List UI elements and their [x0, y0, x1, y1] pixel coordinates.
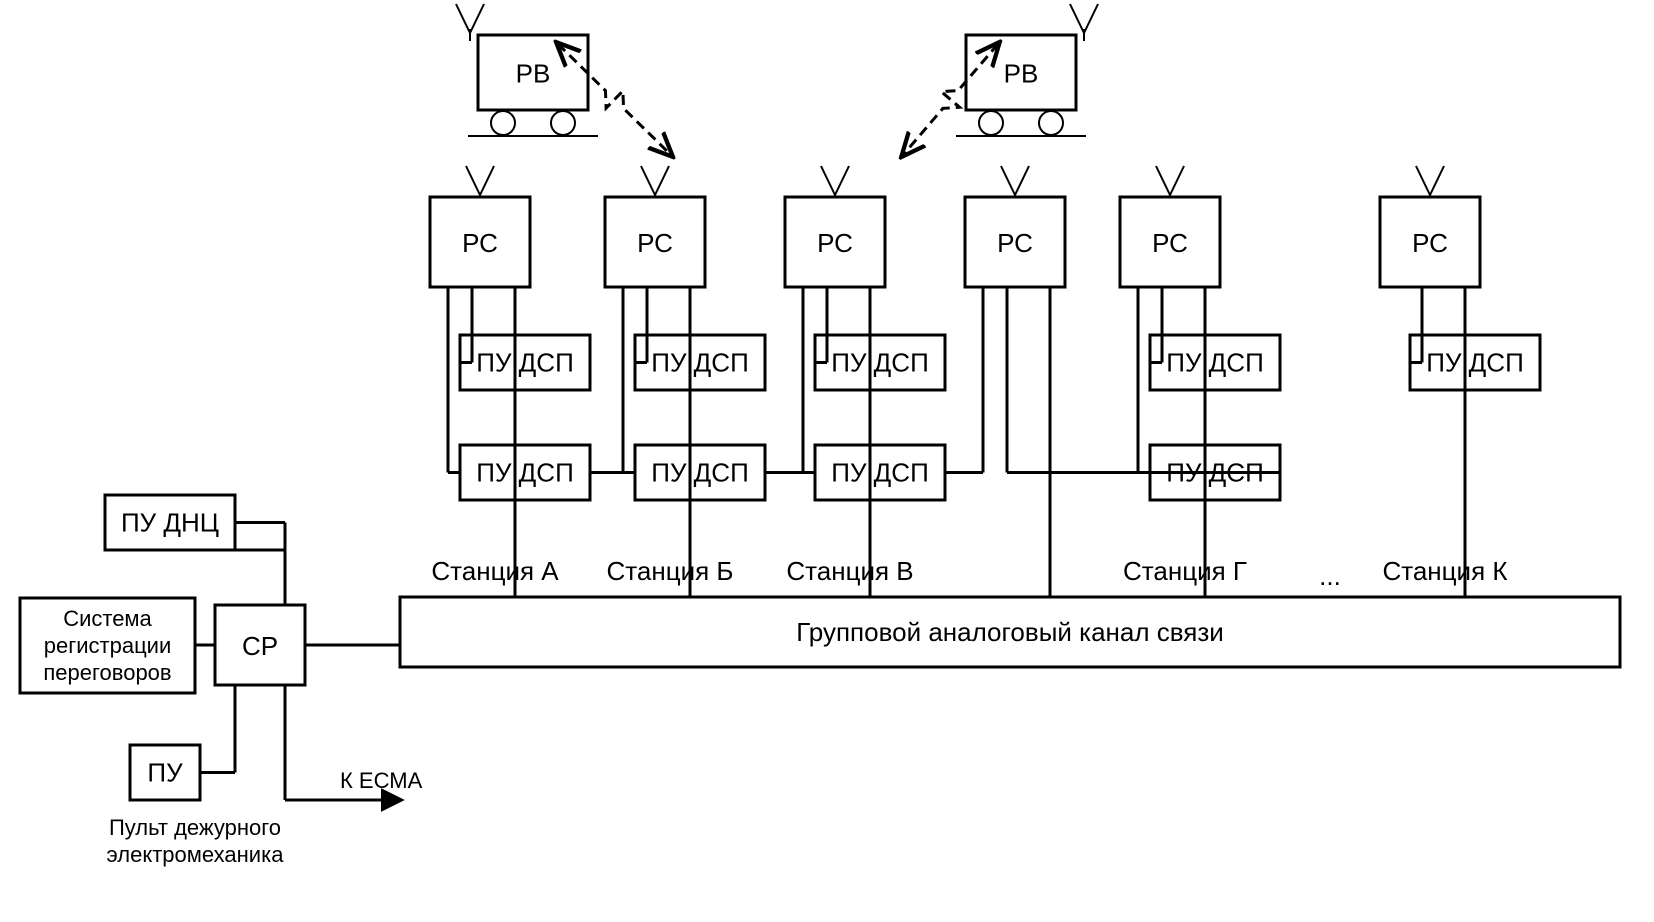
to-ecma-label: К ЕСМА	[340, 768, 423, 793]
rv-wheel	[1039, 111, 1063, 135]
rv: РВ	[1004, 59, 1039, 89]
pu_dsp: ПУ ДСП	[476, 348, 574, 378]
rc: РС	[997, 228, 1033, 258]
station_k: Станция К	[1382, 556, 1507, 586]
pu_dsp: ПУ ДСП	[1426, 348, 1524, 378]
pu_dsp: ПУ ДСП	[1166, 348, 1264, 378]
station_v: Станция В	[786, 556, 913, 586]
rv-wheel	[979, 111, 1003, 135]
rc: РС	[462, 228, 498, 258]
cp: СР	[242, 631, 278, 661]
rv-wheel	[551, 111, 575, 135]
elec_l2: электромеханика	[107, 842, 285, 867]
ellipsis: ...	[1319, 561, 1341, 591]
rc: РС	[1152, 228, 1188, 258]
rv: РВ	[516, 59, 551, 89]
rv-wheel	[491, 111, 515, 135]
pu_dsp: ПУ ДСП	[476, 458, 574, 488]
pu_dsp: ПУ ДСП	[651, 458, 749, 488]
station_g: Станция Г	[1123, 556, 1247, 586]
station_b: Станция Б	[607, 556, 734, 586]
pu_dsp: ПУ ДСП	[651, 348, 749, 378]
group_channel: Групповой аналоговый канал связи	[796, 617, 1224, 647]
pu: ПУ	[147, 758, 183, 788]
reg_sys_l1: Система	[63, 606, 152, 631]
reg_sys_l2: регистрации	[44, 633, 172, 658]
pu_dsp: ПУ ДСП	[831, 458, 929, 488]
elec_l1: Пульт дежурного	[109, 815, 281, 840]
reg_sys_l3: переговоров	[43, 660, 171, 685]
rc: РС	[817, 228, 853, 258]
rc: РС	[1412, 228, 1448, 258]
station_a: Станция А	[431, 556, 559, 586]
pu_dsp: ПУ ДСП	[831, 348, 929, 378]
pu_dnc: ПУ ДНЦ	[121, 508, 219, 538]
rc: РС	[637, 228, 673, 258]
